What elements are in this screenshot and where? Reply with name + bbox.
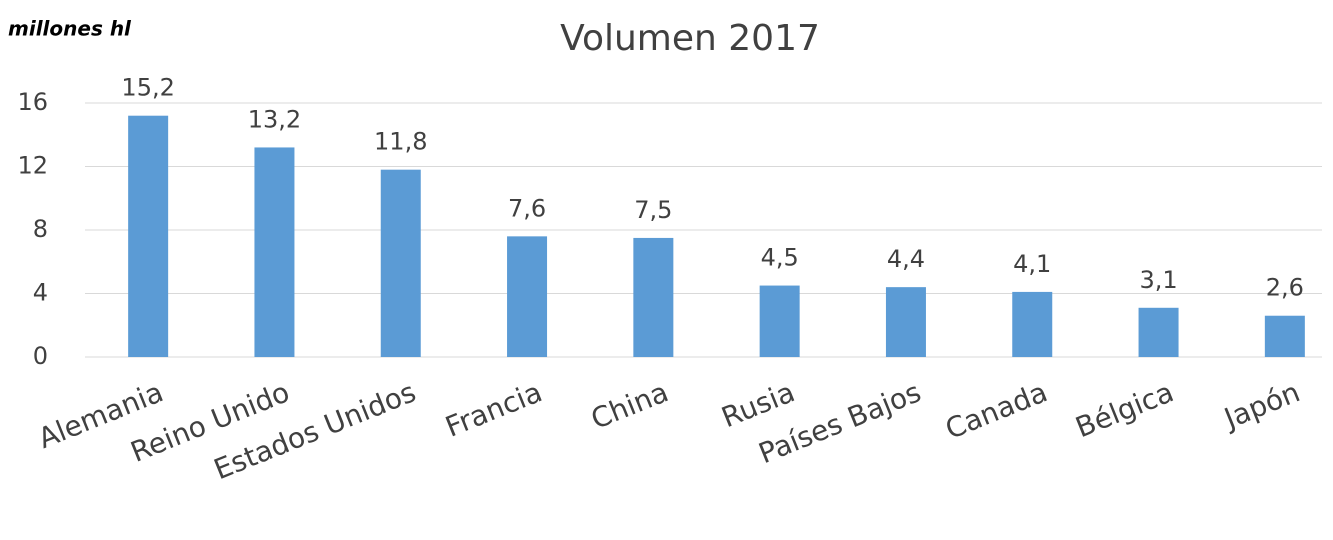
bar (380, 169, 421, 357)
value-label: 4,5 (761, 244, 799, 272)
value-label: 3,1 (1139, 266, 1177, 294)
bar (507, 236, 548, 357)
bar (1012, 291, 1053, 357)
y-tick-label: 4 (33, 279, 48, 307)
y-tick-label: 16 (17, 88, 48, 116)
chart-title: Volumen 2017 (560, 18, 820, 59)
value-label: 2,6 (1266, 274, 1304, 302)
bar (1138, 307, 1179, 357)
x-tick-label: Canada (941, 375, 1052, 446)
bar (885, 287, 926, 357)
x-tick-label: Bélgica (1071, 375, 1178, 444)
value-label: 7,5 (634, 196, 672, 224)
y-tick-label: 12 (17, 152, 48, 180)
value-label: 15,2 (121, 74, 174, 102)
y-tick-label: 0 (33, 342, 48, 370)
value-label: 7,6 (508, 194, 546, 222)
y-tick-label: 8 (33, 215, 48, 243)
x-tick-label: Francia (441, 375, 547, 443)
bar (254, 147, 295, 357)
value-label: 4,1 (1013, 250, 1051, 278)
bar (128, 115, 169, 357)
value-label: 11,8 (374, 128, 427, 156)
x-tick-label: Japón (1218, 375, 1305, 436)
value-label: 4,4 (887, 245, 925, 273)
bar (633, 237, 674, 357)
value-label: 13,2 (248, 105, 301, 133)
x-tick-label: China (586, 375, 673, 436)
y-axis-label: millones hl (8, 17, 132, 41)
bar (1264, 315, 1305, 357)
bar (759, 285, 800, 357)
